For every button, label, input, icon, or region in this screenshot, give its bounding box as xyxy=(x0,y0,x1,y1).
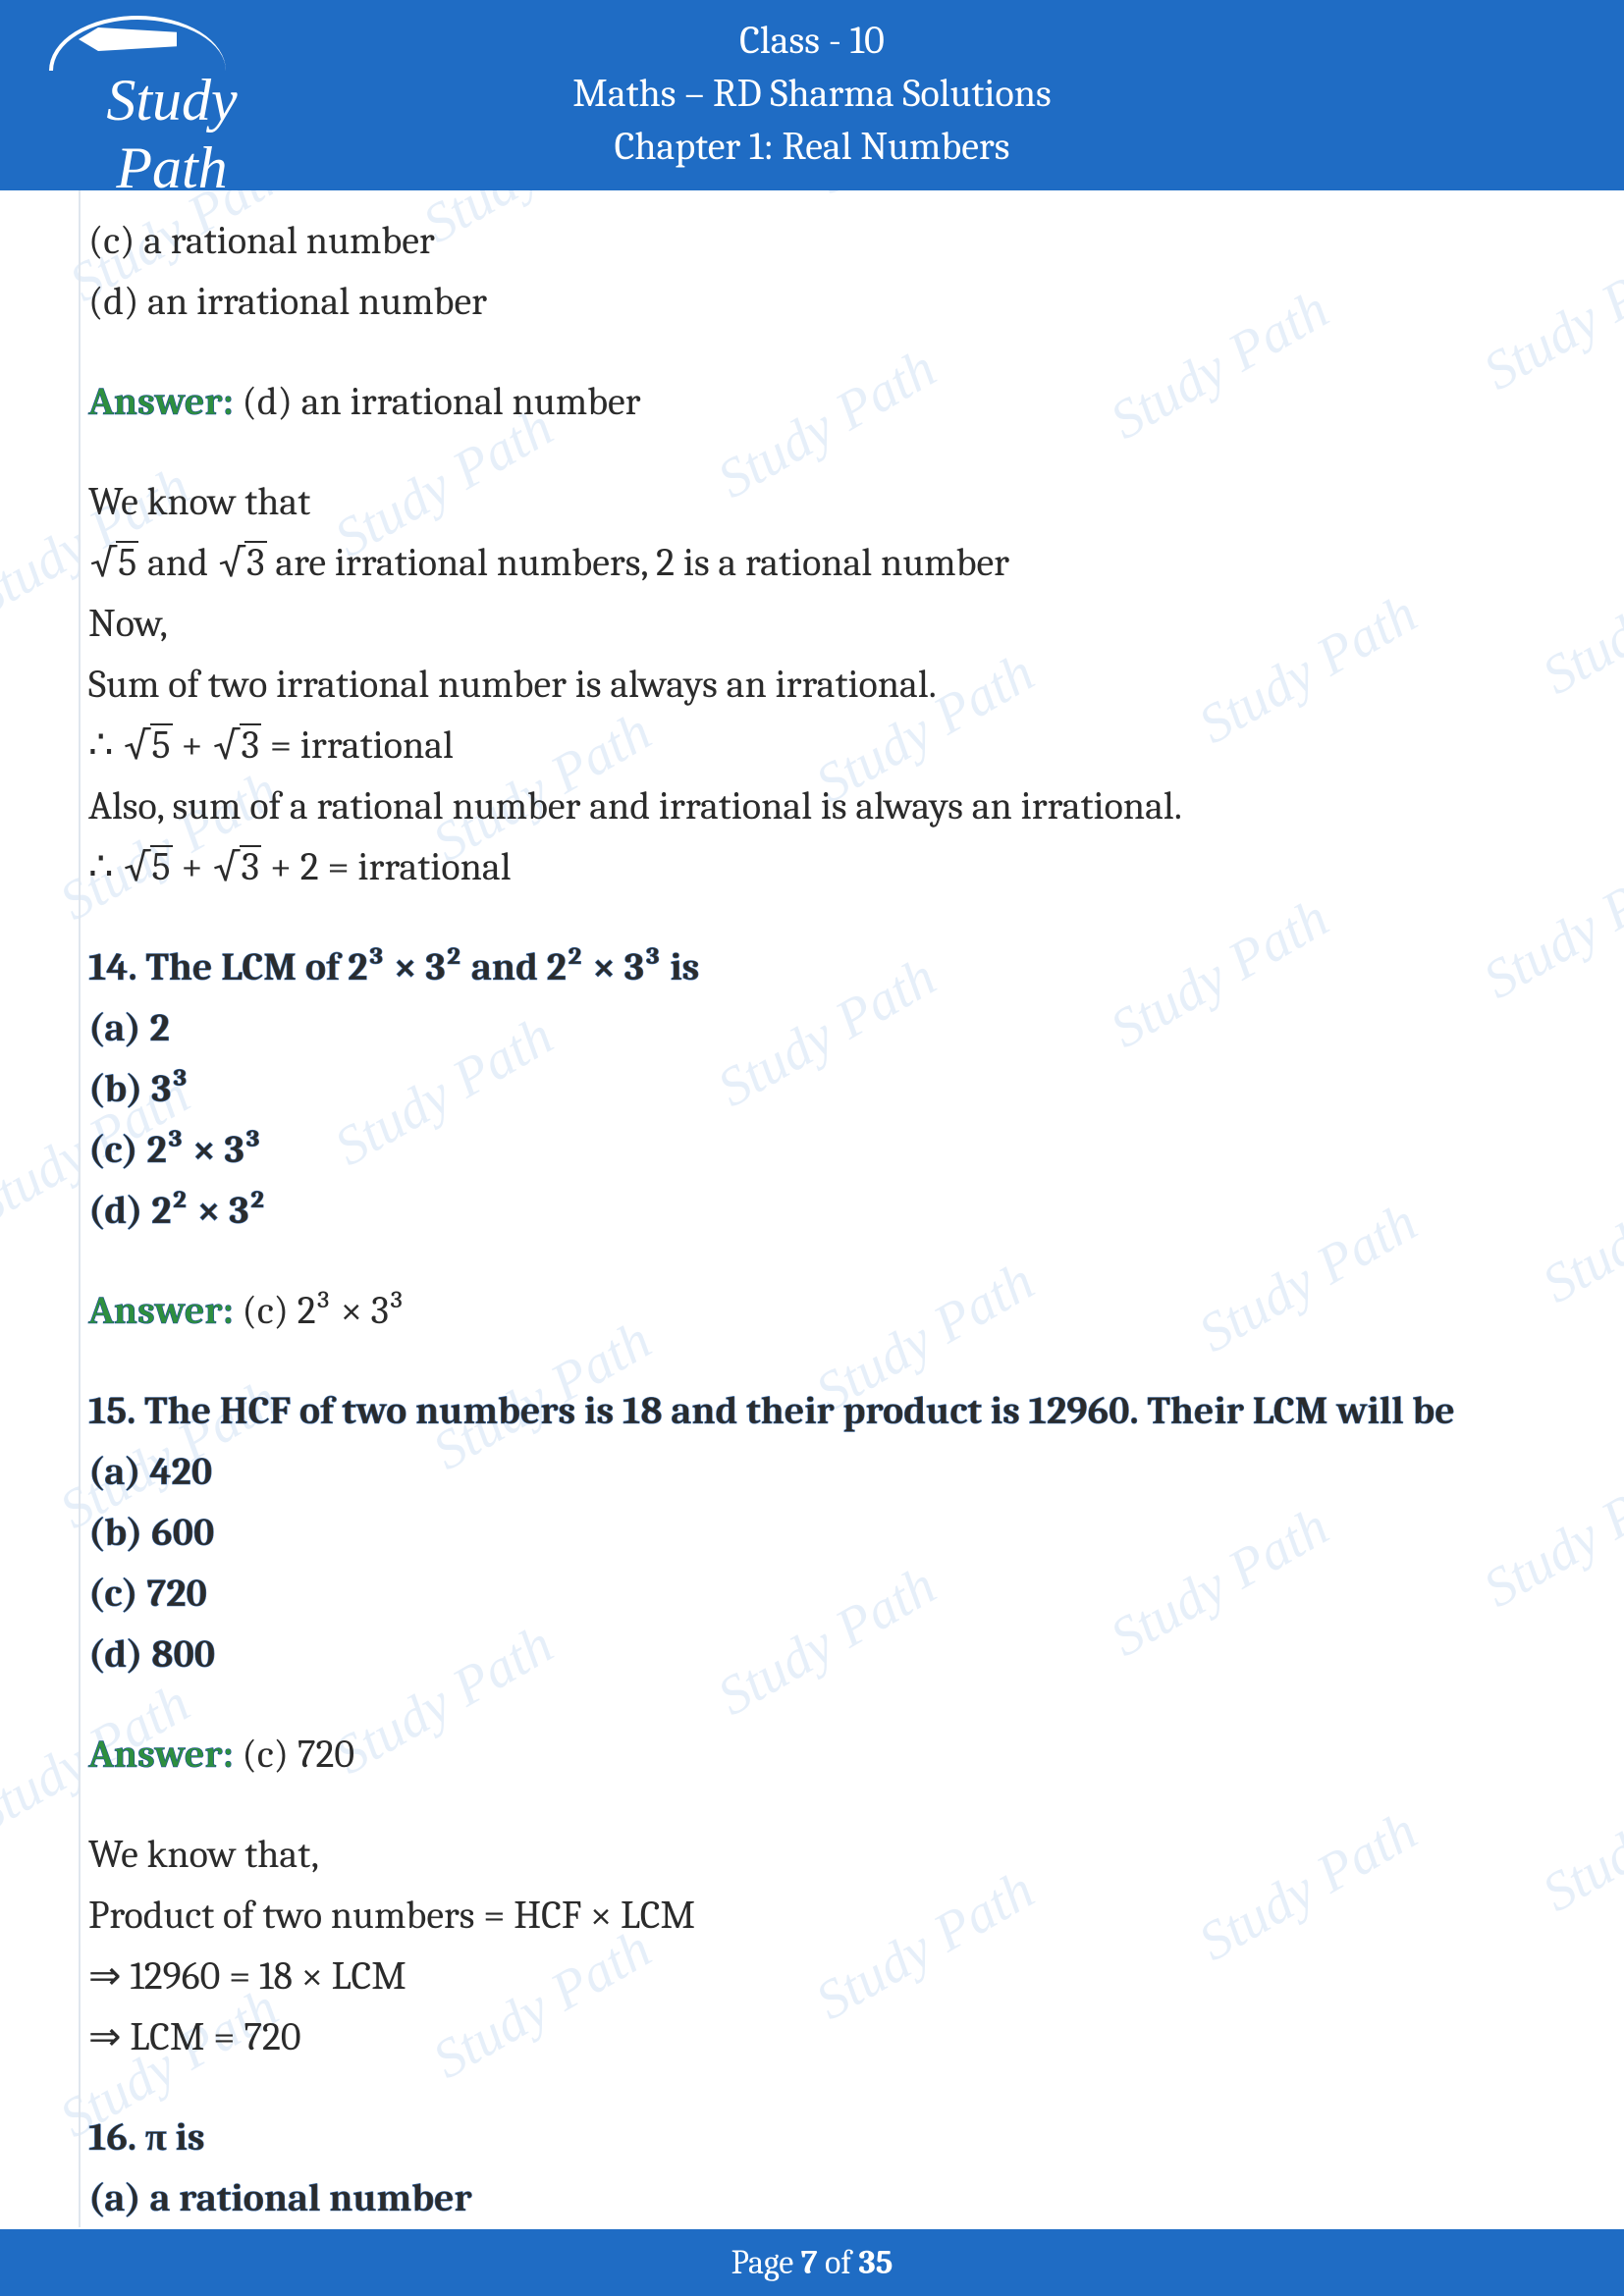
q16-option-a: (a) a rational number xyxy=(88,2167,1536,2228)
question-14: 14. The LCM of 2³ × 3² and 2² × 3³ is xyxy=(88,936,1536,997)
answer-13: Answer: (d) an irrational number xyxy=(88,371,1536,432)
explanation-line: ∴ 5 + 3 + 2 = irrational xyxy=(88,836,1536,897)
answer-13-text: (d) an irrational number xyxy=(234,379,641,424)
solution-15-line: ⇒ 12960 = 18 × LCM xyxy=(88,1946,1536,2006)
logo-text: Study Path xyxy=(49,67,295,202)
text: = irrational xyxy=(261,722,454,768)
q14-option-b: (b) 3³ xyxy=(88,1058,1536,1119)
answer-15: Answer: (c) 720 xyxy=(88,1724,1536,1785)
question-15: 15. The HCF of two numbers is 18 and the… xyxy=(88,1380,1536,1441)
sqrt-3: 3 xyxy=(211,715,261,775)
page-content: (c) a rational number (d) an irrational … xyxy=(0,190,1624,2289)
explanation-line: Now, xyxy=(88,593,1536,654)
footer-of: of xyxy=(818,2243,859,2282)
q15-option-c: (c) 720 xyxy=(88,1563,1536,1624)
sqrt-3: 3 xyxy=(217,532,267,593)
answer-14: Answer: (c) 2³ × 3³ xyxy=(88,1280,1536,1341)
answer-14-text: (c) 2³ × 3³ xyxy=(234,1288,406,1333)
q13-option-c: (c) a rational number xyxy=(88,210,1536,271)
explanation-line: Also, sum of a rational number and irrat… xyxy=(88,775,1536,836)
sqrt-5: 5 xyxy=(122,715,172,775)
explanation-line: Sum of two irrational number is always a… xyxy=(88,654,1536,715)
footer-prefix: Page xyxy=(731,2243,801,2282)
answer-label: Answer: xyxy=(88,1732,234,1777)
page-header: Study Path Class - 10 Maths – RD Sharma … xyxy=(0,0,1624,190)
text: and xyxy=(138,540,217,585)
footer-page-total: 35 xyxy=(858,2243,893,2282)
q14-option-a: (a) 2 xyxy=(88,997,1536,1058)
q13-option-d: (d) an irrational number xyxy=(88,271,1536,332)
question-16: 16. π is xyxy=(88,2107,1536,2167)
text: ∴ xyxy=(88,844,122,889)
answer-label: Answer: xyxy=(88,1288,234,1333)
explanation-line: 5 and 3 are irrational numbers, 2 is a r… xyxy=(88,532,1536,593)
q14-option-c: (c) 2³ × 3³ xyxy=(88,1119,1536,1180)
sqrt-3: 3 xyxy=(211,836,261,897)
answer-label: Answer: xyxy=(88,379,234,424)
solution-15-line: We know that, xyxy=(88,1824,1536,1885)
solution-15-line: ⇒ LCM = 720 xyxy=(88,2006,1536,2067)
q15-option-a: (a) 420 xyxy=(88,1441,1536,1502)
logo: Study Path xyxy=(39,10,295,137)
text: ∴ xyxy=(88,722,122,768)
text: are irrational numbers, 2 is a rational … xyxy=(267,540,1009,585)
sqrt-5: 5 xyxy=(88,532,138,593)
explanation-line: ∴ 5 + 3 = irrational xyxy=(88,715,1536,775)
sqrt-5: 5 xyxy=(122,836,172,897)
page-footer: Page 7 of 35 xyxy=(0,2229,1624,2296)
footer-page-current: 7 xyxy=(801,2243,818,2282)
q15-option-b: (b) 600 xyxy=(88,1502,1536,1563)
q14-option-d: (d) 2² × 3² xyxy=(88,1180,1536,1241)
solution-15-line: Product of two numbers = HCF × LCM xyxy=(88,1885,1536,1946)
text: + 2 = irrational xyxy=(261,844,512,889)
q15-option-d: (d) 800 xyxy=(88,1624,1536,1684)
explanation-line: We know that xyxy=(88,471,1536,532)
answer-15-text: (c) 720 xyxy=(234,1732,354,1777)
